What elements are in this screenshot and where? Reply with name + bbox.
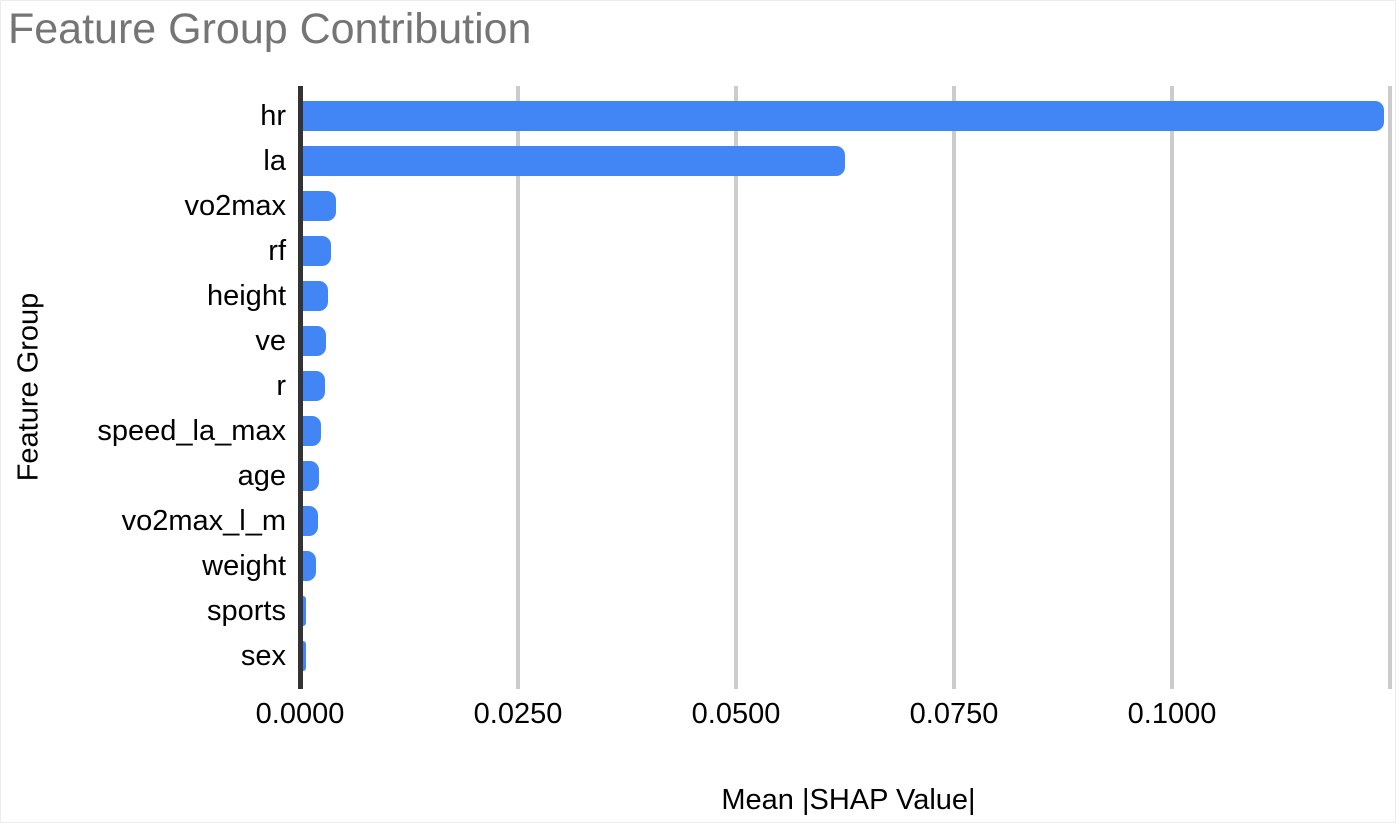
x-tick-label: 0.0250 [473,698,563,730]
bar[interactable] [303,416,322,446]
bar[interactable] [303,281,329,311]
x-tick-label: 0.1000 [1127,698,1217,730]
bar[interactable] [303,506,318,536]
y-axis-label: rf [268,234,286,267]
y-axis-label: vo2max [184,189,286,222]
y-axis-label: sex [240,639,286,672]
x-axis-title: Mean |SHAP Value| [721,784,976,816]
y-axis-label: height [206,279,286,312]
bar[interactable] [303,146,845,176]
bar[interactable] [303,641,306,671]
bar[interactable] [303,551,317,581]
bar[interactable] [303,461,319,491]
y-axis-label: weight [202,549,286,582]
y-axis-label: la [263,144,286,177]
bar[interactable] [303,191,337,221]
x-tick-label: 0.0500 [691,698,781,730]
y-axis-label: hr [260,99,286,132]
bar[interactable] [303,236,331,266]
x-tick-label: 0.0000 [255,698,345,730]
chart-title: Feature Group Contribution [8,5,532,53]
y-axis-label: speed_la_max [97,414,286,447]
bar[interactable] [303,101,1385,131]
y-axis-label: age [237,459,286,492]
gridline [952,86,956,689]
x-tick-label: 0.0750 [909,698,999,730]
y-axis-label: sports [207,594,286,627]
gridline [1388,86,1392,689]
gridline [734,86,738,689]
gridline [1170,86,1174,689]
gridline [516,86,520,689]
y-axis-label: vo2max_l_m [121,504,286,537]
y-axis-label: r [276,369,286,402]
bar[interactable] [303,596,307,626]
y-axis-label: ve [255,324,286,357]
bar[interactable] [303,371,325,401]
y-axis-line [298,86,303,689]
bar[interactable] [303,326,326,356]
